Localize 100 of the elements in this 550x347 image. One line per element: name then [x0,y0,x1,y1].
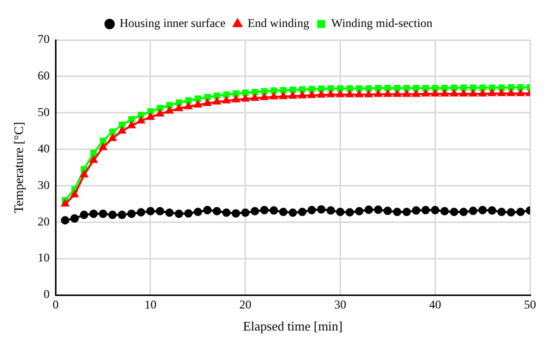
legend-label: End winding [248,16,310,30]
point [99,143,107,150]
point [498,89,506,96]
point [156,207,164,216]
point [402,90,410,97]
point [497,208,506,216]
point [516,208,525,216]
point [109,128,116,136]
point [412,206,420,215]
point [506,208,516,217]
point [346,85,353,92]
x-tick-label: 40 [429,297,442,312]
point [232,96,240,102]
point [251,94,259,101]
point [147,108,154,115]
point [108,210,117,220]
point [213,98,221,105]
point [204,94,211,100]
point [507,89,515,96]
point [61,200,69,207]
point [336,85,344,92]
point [290,86,296,94]
point [60,216,70,225]
point [364,206,373,214]
point [280,92,288,100]
point [298,208,306,216]
point [318,86,325,92]
y-axis-title: Temperature [°C] [11,122,26,214]
point [176,99,182,106]
point [194,100,202,108]
point [98,210,108,218]
point [118,210,126,220]
point [336,208,344,216]
point [288,208,297,217]
point [441,84,448,92]
x-tick-label: 30 [334,297,346,312]
legend-label: Winding mid-section [331,16,432,30]
x-axis-title: Elapsed time [min] [242,318,343,334]
x-tick-label: 10 [144,297,156,312]
point [242,94,250,102]
point [128,116,135,123]
point [252,88,258,96]
point [222,208,231,217]
point [478,206,487,214]
point [118,126,126,134]
point [260,93,268,100]
point [222,96,230,104]
point [478,90,486,97]
point [118,122,126,128]
point [166,106,174,114]
point [128,121,136,128]
y-tick-label: 10 [38,250,50,265]
point [450,208,458,216]
point [412,90,420,97]
point [299,86,306,93]
point [138,112,144,118]
point [355,207,364,216]
point [346,208,354,217]
point [89,210,98,218]
point [70,190,78,198]
point [326,90,335,98]
point [108,134,116,141]
point [166,102,173,108]
point [393,90,401,97]
point [392,208,402,216]
point [402,208,411,216]
point [422,90,430,97]
point [488,84,496,91]
point [430,206,440,214]
point [459,208,468,216]
point [440,90,448,97]
point [270,92,278,100]
point [356,85,362,92]
point [270,87,278,94]
point [212,207,222,216]
point [450,84,458,91]
point [498,84,505,91]
point [279,208,288,216]
point [70,214,79,223]
point [146,207,155,216]
point [250,207,260,216]
point [270,206,278,215]
point [260,206,269,214]
point [100,138,106,144]
point [469,90,477,97]
point [137,116,145,124]
point [421,206,430,214]
point [80,210,88,220]
point [374,206,382,214]
point [470,84,476,91]
point [298,92,306,98]
point [146,113,154,120]
point [450,90,458,97]
point [232,209,240,218]
point [184,209,193,218]
legend-label: Housing inner surface [120,16,226,30]
point [308,86,316,92]
point [336,90,344,98]
point [194,208,202,216]
x-tick-label: 20 [239,297,252,312]
